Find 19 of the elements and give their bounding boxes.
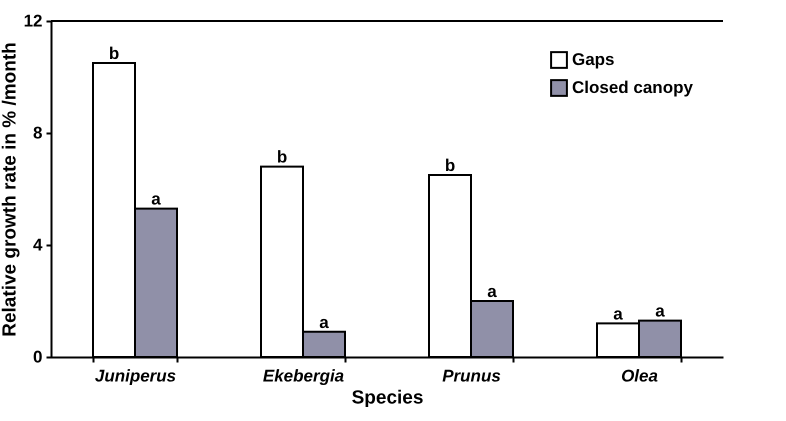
y-axis-title: Relative growth rate in % /month xyxy=(0,42,21,337)
legend-label: Gaps xyxy=(572,50,615,69)
legend-label: Closed canopy xyxy=(572,78,694,97)
x-tick-label: Olea xyxy=(621,366,658,386)
y-tick-label: 0 xyxy=(33,348,42,366)
x-tick-label: Juniperus xyxy=(94,366,176,386)
y-tick-label: 4 xyxy=(33,236,44,254)
x-tick-label: Ekebergia xyxy=(262,366,344,386)
annotation: a xyxy=(151,190,162,209)
annotation: a xyxy=(319,312,330,332)
annotation: a xyxy=(655,302,666,321)
x-tick-label: Prunus xyxy=(442,366,501,386)
annotation: b xyxy=(276,148,288,167)
y-tick-label: 8 xyxy=(33,124,42,142)
annotation: b xyxy=(444,156,456,175)
y-tick-label: 12 xyxy=(24,12,42,30)
annotation: b xyxy=(108,44,120,63)
annotation: a xyxy=(487,282,498,301)
annotation: a xyxy=(613,304,624,324)
